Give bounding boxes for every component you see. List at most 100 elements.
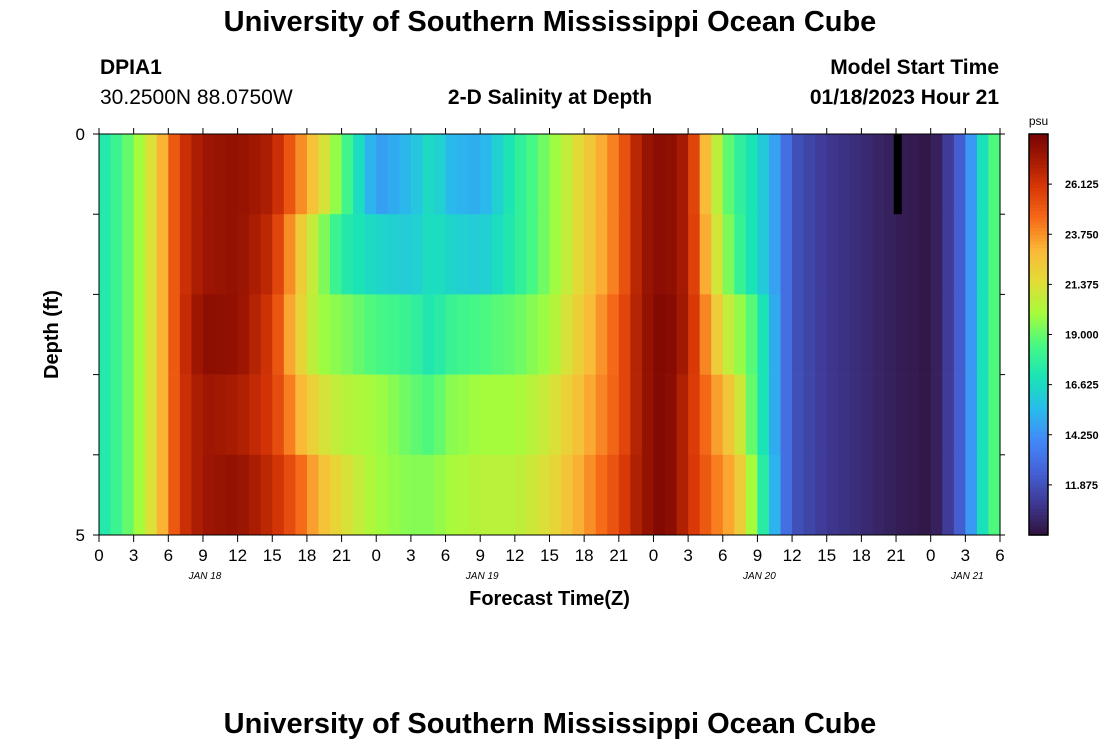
heatmap-cell <box>468 374 481 456</box>
colorbar-segment <box>1029 371 1048 376</box>
colorbar-segment <box>1029 404 1048 409</box>
colorbar-segment <box>1029 401 1048 406</box>
heatmap-cell <box>341 294 354 375</box>
heatmap-cell <box>676 214 689 295</box>
heatmap-cell <box>330 294 343 375</box>
heatmap-cell <box>122 294 135 375</box>
y-axis-label: Depth (ft) <box>41 290 63 379</box>
heatmap-cell <box>872 134 886 215</box>
colorbar-segment <box>1029 421 1048 426</box>
colorbar-segment <box>1029 511 1048 516</box>
heatmap-cell <box>653 454 666 536</box>
heatmap-cell <box>942 294 955 375</box>
heatmap-cell <box>572 454 585 536</box>
heatmap-cell <box>214 214 227 295</box>
heatmap-cell <box>584 134 597 215</box>
colorbar-segment <box>1029 521 1048 526</box>
heatmap-cell <box>191 374 204 456</box>
heatmap-cell <box>919 214 932 295</box>
heatmap-cell <box>711 134 724 215</box>
heatmap-cell <box>341 214 354 295</box>
heatmap-cell <box>872 294 886 375</box>
colorbar-segment <box>1029 337 1048 342</box>
heatmap-cell <box>353 454 366 536</box>
heatmap-cell <box>283 134 296 215</box>
x-tick-label: 6 <box>441 546 450 565</box>
colorbar-segment <box>1029 494 1048 499</box>
heatmap-cell <box>653 214 666 295</box>
heatmap-cell <box>965 134 978 215</box>
heatmap-cell <box>641 214 655 295</box>
heatmap-cell <box>202 134 216 215</box>
missing-data-block <box>893 134 902 215</box>
heatmap-cell <box>826 454 839 536</box>
heatmap-cell <box>665 454 678 536</box>
colorbar-segment <box>1029 431 1048 436</box>
missing-data-patch <box>893 134 902 215</box>
colorbar-segment <box>1029 314 1048 319</box>
heatmap-cell <box>399 374 412 456</box>
heatmap-cell <box>930 134 943 215</box>
colorbar-segment <box>1029 167 1048 172</box>
heatmap-cell <box>815 454 828 536</box>
heatmap-cell <box>445 454 458 536</box>
heatmap-cell <box>792 294 805 375</box>
heatmap-cell <box>364 214 377 295</box>
heatmap-cell <box>780 454 793 536</box>
heatmap-cell <box>930 294 943 375</box>
heatmap-cell <box>364 294 377 375</box>
heatmap-cell <box>422 134 435 215</box>
heatmap-cell <box>757 454 770 536</box>
heatmap-cell <box>272 294 285 375</box>
heatmap-cell <box>711 214 724 295</box>
heatmap-cell <box>433 374 447 456</box>
colorbar-segment <box>1029 331 1048 336</box>
heatmap-cell <box>965 374 978 456</box>
heatmap-cell <box>572 294 585 375</box>
x-tick-label: 0 <box>649 546 658 565</box>
heatmap-cell <box>399 294 412 375</box>
heatmap-cell <box>226 454 239 536</box>
colorbar-segment <box>1029 147 1048 152</box>
heatmap-cell <box>942 454 955 536</box>
heatmap-cell <box>503 374 516 456</box>
x-tick-label: 21 <box>332 546 351 565</box>
colorbar-segment <box>1029 157 1048 162</box>
heatmap-cell <box>237 374 250 456</box>
heatmap-cell <box>815 134 828 215</box>
heatmap-cell <box>168 454 181 536</box>
heatmap-cell <box>849 294 862 375</box>
colorbar-segment <box>1029 387 1048 392</box>
heatmap-cell <box>179 294 193 375</box>
heatmap-cell <box>376 134 389 215</box>
colorbar-segment <box>1029 518 1048 523</box>
heatmap-cell <box>503 214 516 295</box>
heatmap-cell <box>976 454 990 536</box>
heatmap-cell <box>676 134 689 215</box>
heatmap-cell <box>630 374 643 456</box>
colorbar: 26.125 23.750 21.375 19.000 16.625 14.250 11.8… <box>1028 114 1099 536</box>
colorbar-segment <box>1029 334 1048 339</box>
heatmap-cell <box>445 374 458 456</box>
heatmap-cell <box>376 214 389 295</box>
colorbar-segment <box>1029 327 1048 332</box>
heatmap-cell <box>491 374 504 456</box>
heatmap-cell <box>988 134 1001 215</box>
colorbar-segment <box>1029 240 1048 245</box>
heatmap-cell <box>676 374 689 456</box>
x-tick-label: 12 <box>783 546 802 565</box>
colorbar-segment <box>1029 454 1048 459</box>
heatmap-cell <box>953 294 966 375</box>
colorbar-segment <box>1029 441 1048 446</box>
colorbar-segment <box>1029 501 1048 506</box>
colorbar-segment <box>1029 244 1048 249</box>
heatmap-cell <box>976 214 990 295</box>
heatmap-cell <box>306 214 320 295</box>
x-date-label: JAN 18 <box>188 571 222 582</box>
colorbar-segment <box>1029 160 1048 165</box>
heatmap-cell <box>110 294 123 375</box>
heatmap-cell <box>353 294 366 375</box>
heatmap-cell <box>930 374 943 456</box>
heatmap-cell <box>872 454 886 536</box>
colorbar-segment <box>1029 304 1048 309</box>
